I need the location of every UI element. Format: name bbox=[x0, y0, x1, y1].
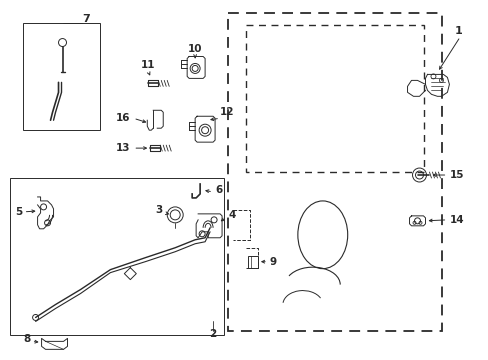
Text: 9: 9 bbox=[269, 257, 277, 267]
Text: 10: 10 bbox=[187, 44, 202, 54]
Bar bbox=[22, 23, 100, 130]
Text: 6: 6 bbox=[215, 185, 222, 195]
Text: 7: 7 bbox=[82, 14, 90, 24]
Text: 1: 1 bbox=[453, 26, 461, 36]
Text: 12: 12 bbox=[220, 107, 234, 117]
Text: 15: 15 bbox=[448, 170, 463, 180]
Bar bbox=[227, 13, 442, 332]
Text: 16: 16 bbox=[116, 113, 130, 123]
Bar bbox=[10, 178, 224, 336]
Text: 13: 13 bbox=[116, 143, 130, 153]
Text: 2: 2 bbox=[209, 329, 216, 339]
Text: 5: 5 bbox=[15, 207, 22, 217]
Bar bbox=[247, 256, 258, 268]
Text: 3: 3 bbox=[155, 205, 162, 215]
Text: 11: 11 bbox=[141, 60, 155, 71]
Text: 14: 14 bbox=[448, 215, 463, 225]
Bar bbox=[245, 24, 424, 172]
Text: 4: 4 bbox=[227, 210, 235, 220]
Text: 8: 8 bbox=[23, 334, 31, 345]
